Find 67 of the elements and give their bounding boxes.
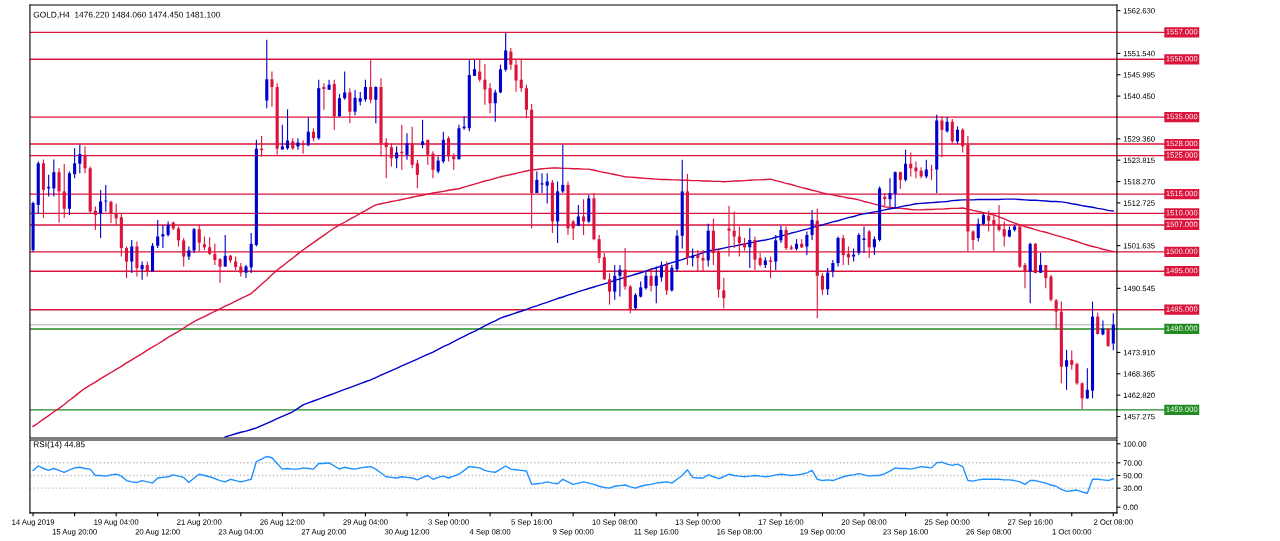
candlestick [1049, 274, 1053, 303]
candlestick [322, 82, 326, 111]
candlestick [659, 260, 664, 283]
candlestick [130, 239, 134, 274]
line-series [32, 455, 1114, 494]
candlestick [1096, 311, 1100, 336]
candlestick [52, 158, 56, 197]
candlestick [498, 64, 503, 94]
candlestick [826, 267, 830, 296]
candlestick [561, 144, 565, 194]
candlestick [265, 39, 269, 109]
candlestick [73, 147, 77, 179]
candlestick [1085, 367, 1089, 400]
candlestick [161, 224, 165, 249]
candlestick [192, 227, 196, 254]
candlestick [976, 217, 980, 243]
candlestick [535, 170, 539, 194]
candlestick [270, 71, 274, 108]
candlestick [872, 235, 876, 256]
candlestick [441, 131, 445, 164]
candlestick [249, 232, 253, 274]
candlestick [1106, 327, 1110, 348]
candlestick [888, 177, 892, 208]
candlestick [862, 225, 866, 254]
candlestick [613, 264, 617, 301]
candlestick [904, 149, 908, 182]
candlestick [280, 124, 284, 151]
candlestick [223, 234, 227, 268]
candlestick [343, 71, 347, 101]
candlestick [914, 160, 918, 179]
candlestick [1080, 381, 1084, 410]
candlestick [1070, 349, 1074, 371]
candlestick [488, 82, 492, 114]
candlestick [857, 232, 861, 256]
candlestick [493, 89, 497, 123]
candlestick [99, 189, 103, 239]
candlestick [644, 271, 648, 291]
candlestick [374, 85, 378, 124]
chart-title: RSI(14) 44.85 [33, 441, 85, 449]
candlestick [654, 266, 658, 304]
candlestick [415, 159, 419, 189]
candlestick [156, 219, 160, 249]
candlestick [306, 116, 310, 147]
candlestick [540, 172, 544, 194]
text: GOLD,H4 1476.220 1484.060 1474.450 1481.100 [33, 11, 221, 19]
candlestick [405, 132, 409, 161]
candlestick [618, 264, 622, 298]
candlestick [587, 194, 591, 224]
candlestick [810, 209, 814, 241]
candlestick [670, 264, 674, 293]
candlestick [924, 159, 928, 179]
candlestick [483, 63, 487, 106]
candlestick [576, 204, 580, 227]
candlestick [353, 89, 357, 116]
candlestick [504, 32, 508, 73]
candlestick [805, 230, 809, 256]
candlestick [78, 144, 82, 174]
candlestick [421, 119, 425, 149]
candlestick [1075, 361, 1079, 386]
candlestick [140, 260, 144, 281]
candlestick [363, 79, 367, 103]
candlestick [244, 264, 248, 279]
candlestick [1111, 312, 1115, 351]
candlestick [545, 172, 549, 204]
candlestick [748, 227, 752, 269]
candlestick [1064, 349, 1069, 391]
candlestick [774, 234, 778, 271]
